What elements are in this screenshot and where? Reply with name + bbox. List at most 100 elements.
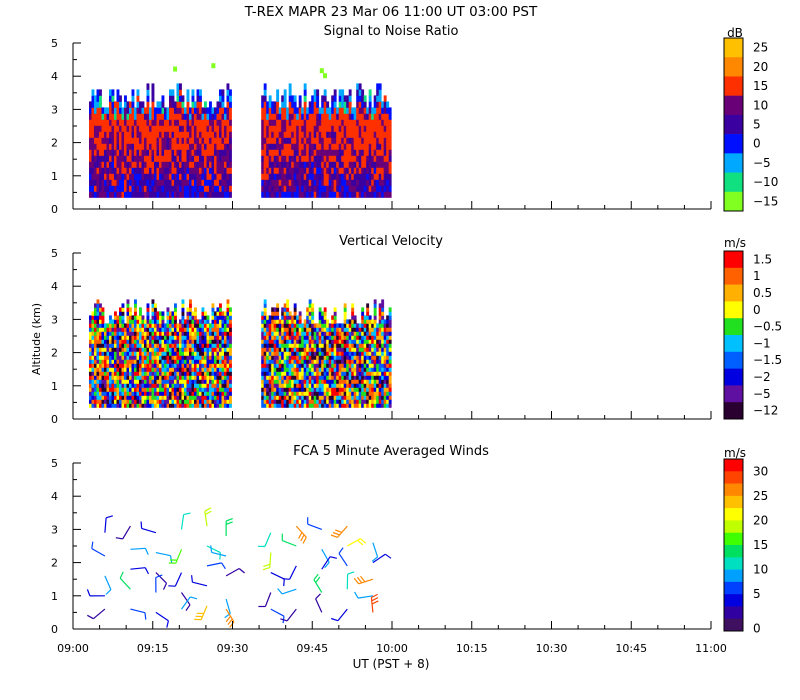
heatmap-cell [351,343,355,348]
heatmap-cell [191,95,195,102]
heatmap-cell [129,391,132,396]
heatmap-cell [288,347,292,352]
heatmap-cell [151,367,155,372]
heatmap-cell [151,101,155,108]
heatmap-cell [209,191,212,198]
heatmap-cell [338,391,342,396]
heatmap-cell [313,347,317,352]
heatmap-cell [321,331,325,336]
heatmap-cell [96,371,100,376]
heatmap-cell [131,335,135,340]
heatmap-cell [104,335,107,340]
heatmap-cell [323,125,327,132]
heatmap-cell [209,355,212,360]
heatmap-cell [141,119,145,126]
heatmap-cell [226,371,230,376]
heatmap-cell [154,335,157,340]
heatmap-cell [211,113,215,120]
heatmap-cell [161,331,165,336]
heatmap-cell [114,323,117,328]
barb-shaft [281,588,297,595]
heatmap-cell [381,191,385,198]
heatmap-cell [361,95,365,102]
heatmap-cell [91,363,95,368]
heatmap-cell [94,351,97,356]
heatmap-cell [336,327,340,332]
heatmap-cell [306,173,310,180]
heatmap-cell [224,149,227,156]
heatmap-cell [96,319,100,324]
heatmap-cell [316,339,320,344]
heatmap-cell [126,403,130,408]
heatmap-cell [214,149,217,156]
wind-barb [257,532,272,548]
heatmap-cell [281,391,285,396]
heatmap-cell [288,339,292,344]
heatmap-cell [318,379,322,384]
heatmap-cell [276,307,280,312]
heatmap-cell [336,137,340,144]
heatmap-cell [159,131,162,138]
barb-flag [183,512,191,516]
heatmap-cell [263,155,267,162]
heatmap-cell [144,403,147,408]
heatmap-cell [321,131,325,138]
heatmap-cell [194,323,197,328]
heatmap-cell [91,137,95,144]
heatmap-cell [268,191,272,198]
heatmap-cell [318,399,322,404]
heatmap-cell [156,363,160,368]
heatmap-cell [308,339,312,344]
heatmap-cell [363,107,367,114]
heatmap-cell [288,359,292,364]
heatmap-cell [179,131,182,138]
heatmap-cell [229,137,232,144]
heatmap-cell [99,155,102,162]
heatmap-cell [171,331,175,336]
barb-shaft [130,608,146,614]
heatmap-cell [149,161,152,168]
heatmap-cell [298,161,302,168]
heatmap-cell [281,179,285,186]
heatmap-cell [104,137,107,144]
heatmap-cell [311,107,315,114]
heatmap-cell [361,355,365,360]
heatmap-cell [371,343,375,348]
heatmap-cell [343,95,347,102]
heatmap-cell [116,339,120,344]
heatmap-cell [146,191,150,198]
heatmap-cell [316,403,320,408]
barb-flag [371,597,379,602]
heatmap-cell [164,327,167,332]
heatmap-cell [156,107,160,114]
heatmap-cell [91,395,95,400]
heatmap-cell [139,371,142,376]
heatmap-cell [109,399,112,404]
heatmap-cell [139,331,142,336]
heatmap-cell [288,379,292,384]
heatmap-cell [96,311,100,316]
heatmap-cell [179,343,182,348]
heatmap-cell [341,95,345,102]
barb-shaft [270,572,285,580]
heatmap-cell [273,155,277,162]
heatmap-cell [263,339,267,344]
heatmap-cell [141,379,145,384]
heatmap-cell [286,375,290,380]
barb-flag [347,571,355,575]
heatmap-cell [326,403,330,408]
heatmap-cell [189,119,192,126]
heatmap-cell [386,343,390,348]
heatmap-cell [136,319,140,324]
heatmap-cell [169,391,172,396]
heatmap-cell [283,383,287,388]
heatmap-cell [191,319,195,324]
heatmap-cell [378,319,382,324]
heatmap-cell [209,143,212,150]
heatmap-cell [176,161,180,168]
heatmap-cell [154,387,157,392]
heatmap-cell [293,137,297,144]
heatmap-cell [194,161,197,168]
heatmap-cell [119,155,122,162]
heatmap-cell [328,343,332,348]
